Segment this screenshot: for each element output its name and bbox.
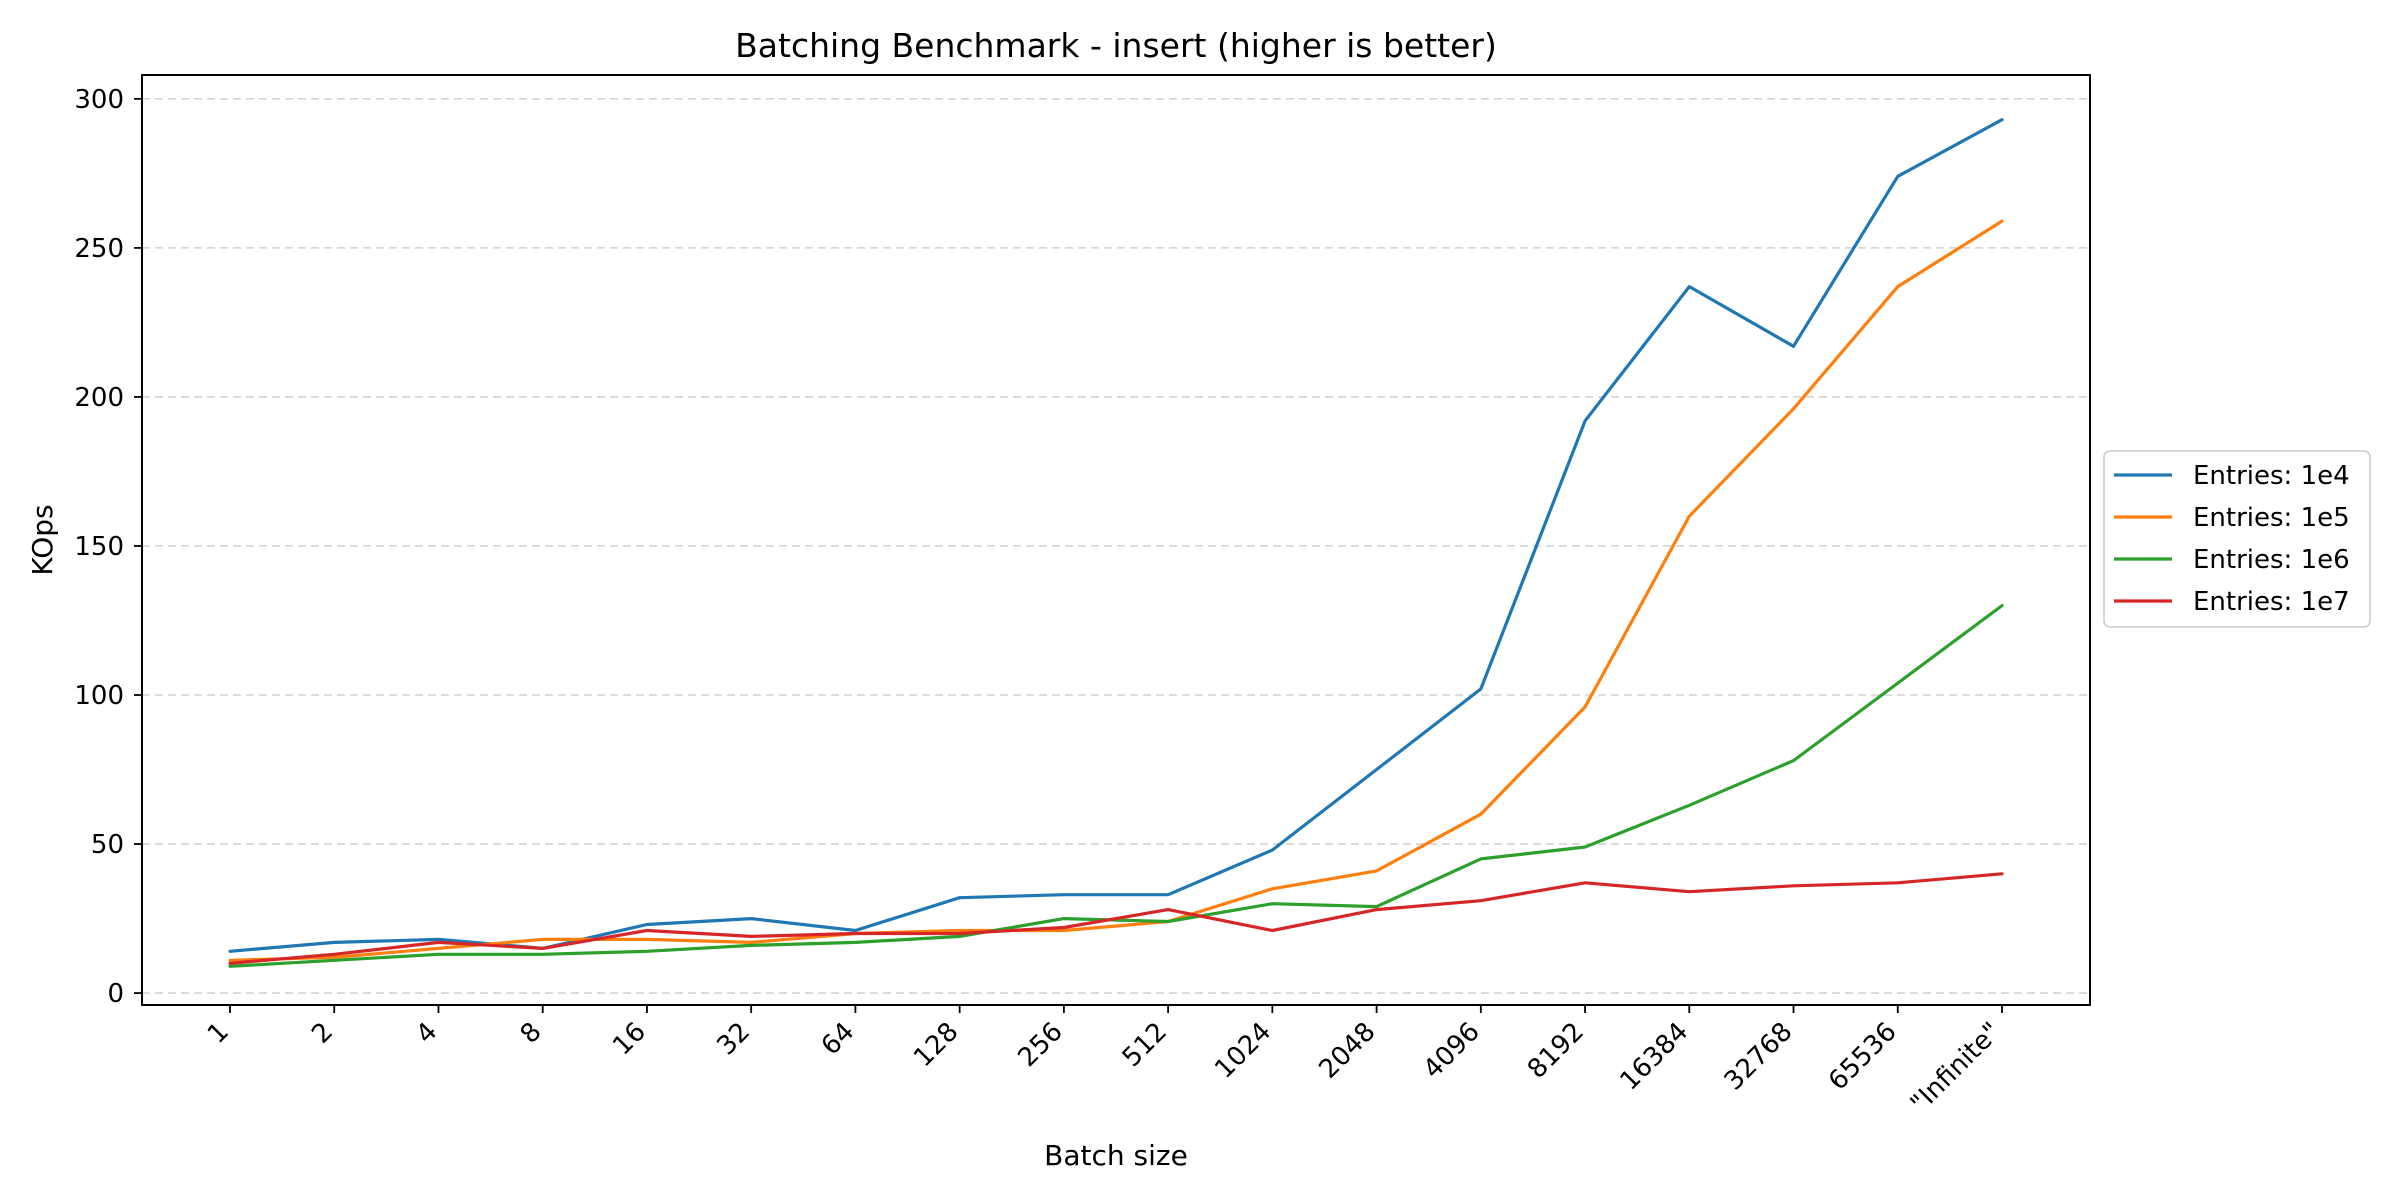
- x-tick-label: 1: [202, 1017, 235, 1050]
- series-layer: [228, 118, 2004, 968]
- x-tick-label: "Infinite": [1905, 1017, 2007, 1119]
- plot-area-frame: [141, 74, 2091, 1006]
- x-tick-label: 512: [1117, 1017, 1173, 1073]
- x-tick-label: 4: [411, 1017, 444, 1050]
- y-tick-label: 200: [74, 383, 124, 413]
- series-line-1: [228, 118, 2004, 953]
- series-line-4: [228, 872, 2004, 965]
- legend-label: Entries: 1e6: [2193, 545, 2350, 575]
- series-line-2: [228, 219, 2004, 962]
- legend: Entries: 1e4 Entries: 1e5 Entries: 1e6 Entr…: [2103, 450, 2371, 628]
- y-tick-label: 0: [107, 979, 124, 1009]
- x-tick-label: 8192: [1522, 1017, 1590, 1085]
- x-tick-label: 65536: [1823, 1017, 1903, 1097]
- x-tick-label: 32768: [1719, 1017, 1799, 1097]
- x-tick-label: 4096: [1418, 1017, 1486, 1085]
- x-tick-label: 16384: [1615, 1017, 1695, 1097]
- x-tick-label: 128: [908, 1017, 964, 1073]
- x-tick-label: 8: [515, 1017, 548, 1050]
- series-line-3: [228, 603, 2004, 968]
- x-axis-label: Batch size: [1044, 1139, 1188, 1172]
- x-tick-label: 64: [816, 1017, 861, 1062]
- y-tick-label: 50: [91, 830, 124, 860]
- x-tick-label: 2048: [1314, 1017, 1382, 1085]
- y-tick-label: 300: [74, 85, 124, 115]
- x-tick-label: 32: [712, 1017, 757, 1062]
- y-tick-label: 250: [74, 234, 124, 264]
- y-tick-label: 150: [74, 532, 124, 562]
- chart-title: Batching Benchmark - insert (higher is b…: [735, 26, 1497, 65]
- y-tick-label: 100: [74, 681, 124, 711]
- legend-label: Entries: 1e4: [2193, 461, 2350, 491]
- x-tick-label: 1024: [1209, 1017, 1277, 1085]
- legend-frame: [2103, 450, 2371, 628]
- x-tick-label: 256: [1013, 1017, 1069, 1073]
- x-tick-label: 16: [607, 1017, 652, 1062]
- y-axis-label: KOps: [26, 504, 59, 575]
- x-tick-label: 2: [306, 1017, 339, 1050]
- grid-layer: [142, 98, 2090, 994]
- tick-layer: 0 50 100 150 200 250 300 1 2 4 8 16 32 64 128 256 512 102…: [74, 85, 2007, 1119]
- legend-label: Entries: 1e7: [2193, 587, 2350, 617]
- legend-label: Entries: 1e5: [2193, 503, 2350, 533]
